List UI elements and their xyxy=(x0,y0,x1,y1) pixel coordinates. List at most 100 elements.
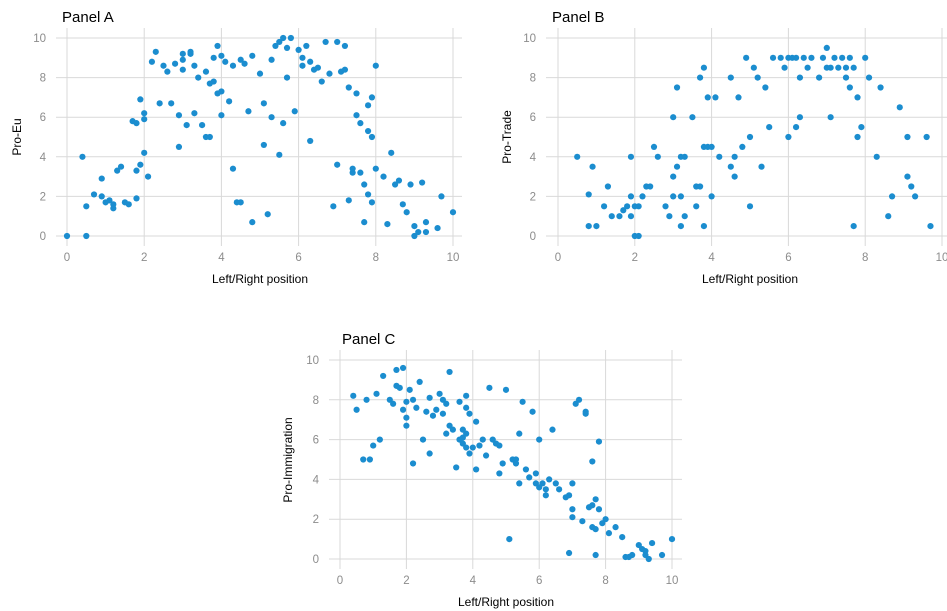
panel-a-data-point xyxy=(422,219,430,226)
panel-b-data-point xyxy=(816,74,823,81)
panel-a-data-point xyxy=(276,38,283,46)
panel-a-data-point xyxy=(210,54,217,61)
panel-a-data-point xyxy=(171,60,179,67)
panel-c-data-point xyxy=(463,404,470,411)
panel-a-data-point xyxy=(268,56,275,63)
panel-c-data-point xyxy=(376,436,383,443)
panel-c-data-point xyxy=(423,408,430,415)
panel-b-data-point xyxy=(835,64,842,71)
panel-c-data-point xyxy=(469,444,476,451)
panel-a-data-point xyxy=(218,88,225,95)
panel-b-data-point xyxy=(785,133,792,141)
panel-b-data-point xyxy=(616,213,623,220)
panel-a-data-point xyxy=(206,133,213,141)
panel-b-data-point xyxy=(700,64,708,71)
panel-a-data-point xyxy=(361,181,368,188)
panel-b-data-point xyxy=(600,203,608,210)
panel-c-data-point xyxy=(370,442,377,449)
panel-c-data-point xyxy=(409,396,417,403)
panel-a-data-point xyxy=(368,199,376,206)
panel-a-data-point xyxy=(199,122,206,129)
panel-b-data-point xyxy=(585,223,592,230)
panel-b-data-point xyxy=(896,104,903,111)
panel-b-data-point xyxy=(746,203,754,210)
panel-b-data-point xyxy=(650,143,658,150)
panel-a-data-point xyxy=(148,58,156,65)
panel-b-data-point xyxy=(781,64,788,71)
panel-b-data-point xyxy=(700,223,708,230)
panel-a-data-point xyxy=(407,181,414,188)
panel-a-data-point xyxy=(179,66,186,73)
panel-a-data-point xyxy=(334,38,341,46)
panel-c-data-point xyxy=(353,406,360,413)
panel-a-data-point xyxy=(141,116,148,123)
panel-b-data-point xyxy=(712,94,719,101)
panel-b-data-point xyxy=(639,193,646,200)
panel-b-y-tick-label: 10 xyxy=(523,33,536,45)
panel-a-data-point xyxy=(175,112,183,119)
panel-a-data-point xyxy=(380,173,387,180)
panel-c-x-tick-label: 8 xyxy=(602,575,608,587)
panel-a-data-point xyxy=(218,112,225,119)
panel-b-y-tick-label: 4 xyxy=(530,152,537,164)
panel-c-data-point xyxy=(556,486,563,493)
panel-b-data-point xyxy=(731,153,738,160)
panel-b-data-point xyxy=(846,54,853,61)
panel-a-data-point xyxy=(357,120,364,127)
panel-c-data-point xyxy=(539,480,546,487)
panel-b-data-point xyxy=(681,213,688,220)
panel-c-data-point xyxy=(399,364,407,372)
panel-b-y-tick-label: 8 xyxy=(530,73,536,85)
panel-c-data-point xyxy=(473,418,480,425)
panel-c-data-point xyxy=(542,492,549,499)
panel-b-data-point xyxy=(777,54,784,61)
panel-b-data-point xyxy=(681,153,688,160)
panel-b-data-point xyxy=(850,223,857,230)
panel-b-data-point xyxy=(762,84,769,91)
panel-a-data-point xyxy=(152,48,159,55)
panel-a-title: Panel A xyxy=(62,9,114,26)
panel-c-data-point xyxy=(582,410,589,417)
panel-c-data-point xyxy=(360,456,367,463)
panel-b-data-point xyxy=(693,203,700,210)
panel-b-data-point xyxy=(673,84,681,91)
panel-a-data-point xyxy=(83,203,90,210)
panel-b-data-point xyxy=(912,193,919,200)
panel-a-data-point xyxy=(264,211,271,218)
panel-a-data-point xyxy=(403,209,410,216)
panel-b-data-point xyxy=(808,54,815,61)
panel-b-data-point xyxy=(854,133,861,141)
panel-c-y-tick-label: 4 xyxy=(313,474,320,486)
panel-a-data-point xyxy=(411,223,418,230)
panel-c-data-point xyxy=(403,398,410,405)
panel-a-y-axis-label: Pro-Eu xyxy=(10,118,24,155)
panel-c-x-tick-label: 4 xyxy=(470,575,477,587)
panel-a-y-tick-label: 2 xyxy=(40,191,46,203)
panel-a-data-point xyxy=(168,100,175,107)
panel-b-data-point xyxy=(735,94,742,101)
panel-a-data-point xyxy=(218,52,225,59)
panel-a-data-point xyxy=(349,165,356,172)
panel-a-data-point xyxy=(353,112,360,119)
panel-c-data-point xyxy=(443,430,450,437)
panel-c-data-point xyxy=(648,539,656,547)
panel-a-data-point xyxy=(98,193,105,200)
panel-a-data-point xyxy=(318,78,325,85)
panel-b-data-point xyxy=(746,133,754,141)
panel-c-data-point xyxy=(526,474,533,481)
panel-c-data-point xyxy=(426,450,433,457)
panel-b-data-point xyxy=(823,44,830,52)
panel-a-data-point xyxy=(341,66,349,73)
panel-c-data-point xyxy=(390,400,397,407)
panel-c-data-point xyxy=(476,442,483,449)
panel-c-data-point xyxy=(463,430,470,437)
panel-c-data-point xyxy=(443,400,450,407)
panel-c-data-point xyxy=(466,410,473,417)
panel-a-data-point xyxy=(179,56,186,63)
panel-c-data-point xyxy=(466,450,473,457)
panel-b-x-tick-label: 10 xyxy=(936,252,947,264)
panel-c-data-point xyxy=(506,536,513,543)
panel-a-data-point xyxy=(368,94,376,101)
panel-a-data-point xyxy=(210,78,217,85)
